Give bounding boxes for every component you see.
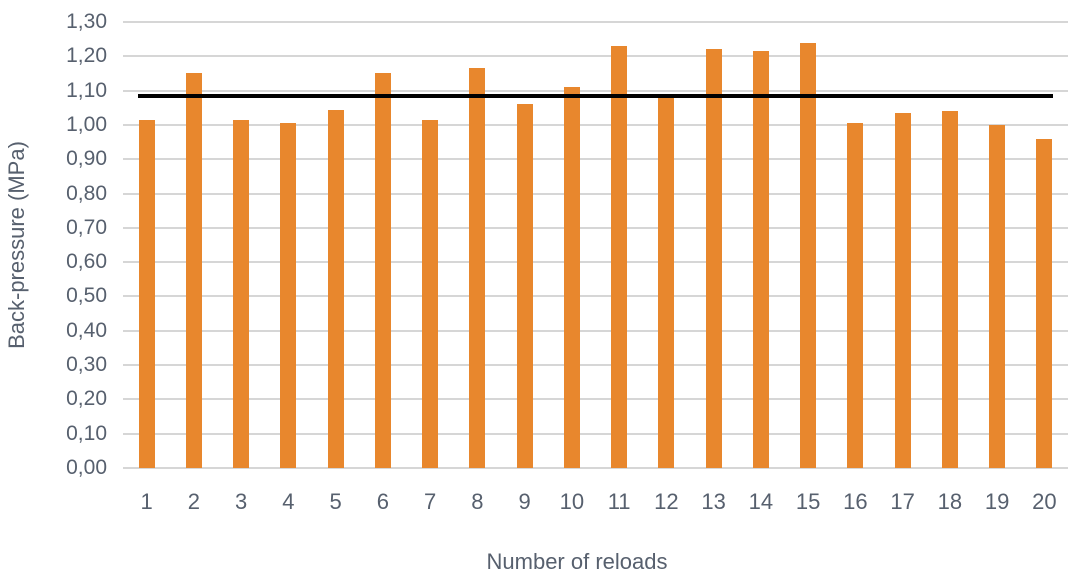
y-tick-label: 1,00 [66, 112, 107, 136]
gridline [123, 467, 1068, 469]
y-tick-label: 0,00 [66, 456, 107, 479]
bar-reload-9 [516, 104, 533, 468]
x-tick-label: 10 [559, 489, 585, 514]
gridline [123, 432, 1068, 435]
bar-reload-20 [1036, 138, 1053, 468]
gridline [123, 261, 1068, 264]
x-tick-label: 12 [654, 489, 679, 514]
y-tick-label: 1,30 [66, 10, 107, 33]
x-tick-label: 15 [795, 489, 821, 514]
y-tick-label: 0,10 [66, 421, 107, 445]
bar-reload-19 [989, 124, 1006, 468]
x-tick-label: 7 [424, 489, 437, 514]
bar-reload-16 [847, 123, 864, 468]
bar-reload-11 [611, 46, 628, 468]
bar-reload-10 [563, 87, 580, 468]
gridline [123, 123, 1068, 126]
y-tick-label: 0,40 [66, 318, 107, 342]
plot-area [123, 21, 1068, 469]
y-tick-label: 0,80 [66, 181, 107, 205]
bar-reload-12 [658, 97, 675, 468]
bar-reload-18 [941, 111, 958, 468]
x-tick-label: 13 [701, 489, 726, 514]
bar-reload-8 [469, 68, 486, 468]
y-tick-label: 1,10 [66, 78, 107, 102]
gridline [123, 89, 1068, 92]
gridline [123, 398, 1068, 401]
y-tick-label: 0,20 [66, 387, 107, 411]
x-tick-label: 19 [984, 489, 1010, 514]
x-tick-label: 18 [937, 489, 963, 514]
gridline [123, 192, 1068, 195]
bar-reload-4 [280, 123, 297, 468]
bar-reload-5 [327, 109, 344, 468]
bar-reload-3 [233, 119, 250, 468]
y-tick-label: 0,50 [66, 284, 107, 308]
bar-reload-1 [138, 119, 155, 468]
x-tick-label: 17 [890, 489, 915, 514]
x-tick-label: 11 [607, 489, 631, 514]
x-tick-label: 2 [187, 489, 200, 514]
bar-reload-2 [185, 73, 202, 468]
x-axis-title: Number of reloads [486, 549, 668, 574]
gridline [123, 364, 1068, 367]
x-tick-label: 9 [518, 489, 531, 514]
bar-reload-6 [374, 73, 391, 468]
x-tick-label: 8 [471, 489, 484, 514]
gridline [123, 55, 1068, 58]
gridline [123, 329, 1068, 332]
bar-reload-7 [422, 119, 439, 468]
bar-reload-14 [752, 51, 769, 468]
y-axis-title: Back-pressure (MPa) [4, 141, 29, 349]
gridline [123, 21, 1068, 24]
x-tick-label: 14 [748, 489, 774, 514]
x-tick-label: 5 [329, 489, 342, 514]
y-tick-label: 0,30 [66, 353, 107, 377]
y-tick-label: 0,90 [66, 147, 107, 171]
bar-reload-13 [705, 49, 722, 468]
x-tick-label: 16 [843, 489, 868, 514]
x-tick-label: 4 [282, 489, 295, 514]
reference-line [137, 93, 1054, 98]
y-tick-label: 0,70 [66, 215, 107, 239]
gridline [123, 158, 1068, 161]
gridline [123, 226, 1068, 229]
x-tick-label: 20 [1032, 489, 1057, 514]
gridline [123, 295, 1068, 298]
bar-reload-17 [894, 112, 911, 468]
x-tick-label: 3 [235, 489, 248, 514]
y-tick-label: 1,20 [66, 44, 107, 68]
x-tick-label: 6 [376, 489, 389, 514]
y-tick-label: 0,60 [66, 250, 107, 274]
bar-reload-15 [800, 42, 817, 468]
x-tick-label: 1 [140, 489, 153, 514]
